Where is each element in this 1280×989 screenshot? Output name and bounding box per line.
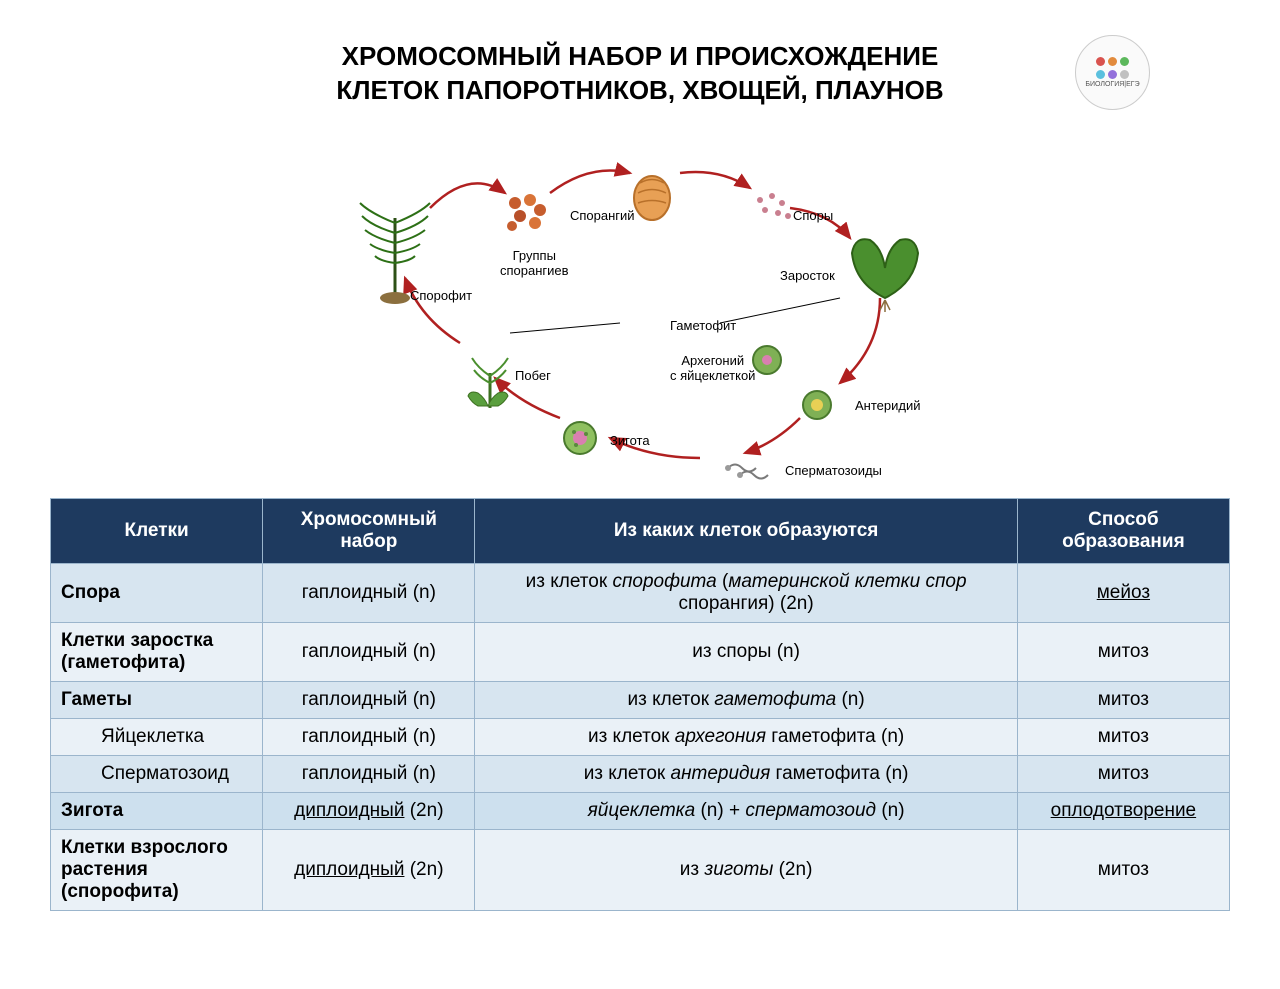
- node-label: Гаметофит: [670, 318, 736, 333]
- node-antheridium: Антеридий: [800, 388, 835, 428]
- node-prothallus: Заросток: [840, 228, 935, 318]
- table-cell: митоз: [1017, 755, 1229, 792]
- node-zygote: Зигота: [560, 418, 600, 463]
- table-cell: из клеток гаметофита (n): [475, 681, 1017, 718]
- table-row: Спорагаплоидный (n)из клеток спорофита (…: [51, 563, 1230, 622]
- header: ХРОМОСОМНЫЙ НАБОР И ПРОИСХОЖДЕНИЕ КЛЕТОК…: [50, 40, 1230, 108]
- node-sori: Группыспорангиев: [500, 188, 555, 243]
- node-label: Группыспорангиев: [500, 248, 569, 278]
- node-label: Архегонийс яйцеклеткой: [670, 353, 755, 383]
- table-cell: Спора: [51, 563, 263, 622]
- table-row: Клетки заростка (гаметофита)гаплоидный (…: [51, 622, 1230, 681]
- page-title: ХРОМОСОМНЫЙ НАБОР И ПРОИСХОЖДЕНИЕ КЛЕТОК…: [336, 40, 943, 108]
- sori-icon: [500, 188, 555, 243]
- table-cell: митоз: [1017, 718, 1229, 755]
- table-cell: митоз: [1017, 681, 1229, 718]
- table-body: Спорагаплоидный (n)из клеток спорофита (…: [51, 563, 1230, 910]
- node-label: Спорангий: [570, 208, 635, 223]
- node-label: Споры: [793, 208, 833, 223]
- sporangium-icon: [630, 168, 675, 228]
- table-cell: гаплоидный (n): [263, 755, 475, 792]
- node-label: Зигота: [610, 433, 650, 448]
- table-cell: гаплоидный (n): [263, 563, 475, 622]
- table-cell: Клетки заростка (гаметофита): [51, 622, 263, 681]
- title-line-1: ХРОМОСОМНЫЙ НАБОР И ПРОИСХОЖДЕНИЕ: [342, 41, 939, 71]
- lifecycle-diagram: Спорофит Группыспорангиев Спорангий Споры За…: [320, 118, 960, 478]
- table-row: Зиготадиплоидный (2n)яйцеклетка (n) + сп…: [51, 792, 1230, 829]
- zygote-icon: [560, 418, 600, 463]
- table-cell: диплоидный (2n): [263, 792, 475, 829]
- chromosome-table: КлеткиХромосомный наборИз каких клеток о…: [50, 498, 1230, 911]
- node-fern: Спорофит: [350, 198, 440, 313]
- node-label: Спорофит: [410, 288, 472, 303]
- table-header: КлеткиХромосомный наборИз каких клеток о…: [51, 498, 1230, 563]
- table-cell: из клеток антеридия гаметофита (n): [475, 755, 1017, 792]
- title-line-2: КЛЕТОК ПАПОРОТНИКОВ, ХВОЩЕЙ, ПЛАУНОВ: [336, 75, 943, 105]
- table-cell: Яйцеклетка: [51, 718, 263, 755]
- table-cell: митоз: [1017, 829, 1229, 910]
- node-sporangium: Спорангий: [630, 168, 675, 228]
- logo-text: БИОЛОГИЯ|ЕГЭ: [1085, 81, 1139, 88]
- table-cell: из зиготы (2n): [475, 829, 1017, 910]
- antheridium-icon: [800, 388, 835, 428]
- table-cell: Сперматозоид: [51, 755, 263, 792]
- node-label: Сперматозоиды: [785, 463, 882, 478]
- table-row: Яйцеклеткагаплоидный (n)из клеток архего…: [51, 718, 1230, 755]
- table-row: Гаметыгаплоидный (n)из клеток гаметофита…: [51, 681, 1230, 718]
- column-header: Способ образования: [1017, 498, 1229, 563]
- table-cell: из клеток архегония гаметофита (n): [475, 718, 1017, 755]
- spores-icon: [750, 188, 795, 233]
- node-spores: Споры: [750, 188, 795, 233]
- column-header: Хромосомный набор: [263, 498, 475, 563]
- table-cell: мейоз: [1017, 563, 1229, 622]
- sperm-icon: [720, 453, 770, 488]
- header-row: КлеткиХромосомный наборИз каких клеток о…: [51, 498, 1230, 563]
- table-cell: Клетки взрослого растения (спорофита): [51, 829, 263, 910]
- logo-badge: БИОЛОГИЯ|ЕГЭ: [1075, 35, 1150, 110]
- table-cell: оплодотворение: [1017, 792, 1229, 829]
- column-header: Клетки: [51, 498, 263, 563]
- table-row: Сперматозоидгаплоидный (n)из клеток анте…: [51, 755, 1230, 792]
- table-cell: из клеток спорофита (материнской клетки …: [475, 563, 1017, 622]
- table-cell: гаплоидный (n): [263, 718, 475, 755]
- table-cell: яйцеклетка (n) + сперматозоид (n): [475, 792, 1017, 829]
- column-header: Из каких клеток образуются: [475, 498, 1017, 563]
- node-label: Побег: [515, 368, 551, 383]
- table-cell: Зигота: [51, 792, 263, 829]
- shoot-icon: [460, 348, 520, 423]
- table-cell: гаплоидный (n): [263, 681, 475, 718]
- table-row: Клетки взрослого растения (спорофита)дип…: [51, 829, 1230, 910]
- node-sperm: Сперматозоиды: [720, 453, 770, 488]
- table-cell: диплоидный (2n): [263, 829, 475, 910]
- table-cell: из споры (n): [475, 622, 1017, 681]
- table-cell: митоз: [1017, 622, 1229, 681]
- prothallus-icon: [840, 228, 935, 318]
- node-shoot: Побег: [460, 348, 520, 423]
- node-label: Заросток: [780, 268, 835, 283]
- logo-dots: [1096, 57, 1129, 66]
- node-archegonium: Архегонийс яйцеклеткой: [750, 343, 785, 383]
- node-label: Антеридий: [855, 398, 921, 413]
- table-cell: Гаметы: [51, 681, 263, 718]
- table-cell: гаплоидный (n): [263, 622, 475, 681]
